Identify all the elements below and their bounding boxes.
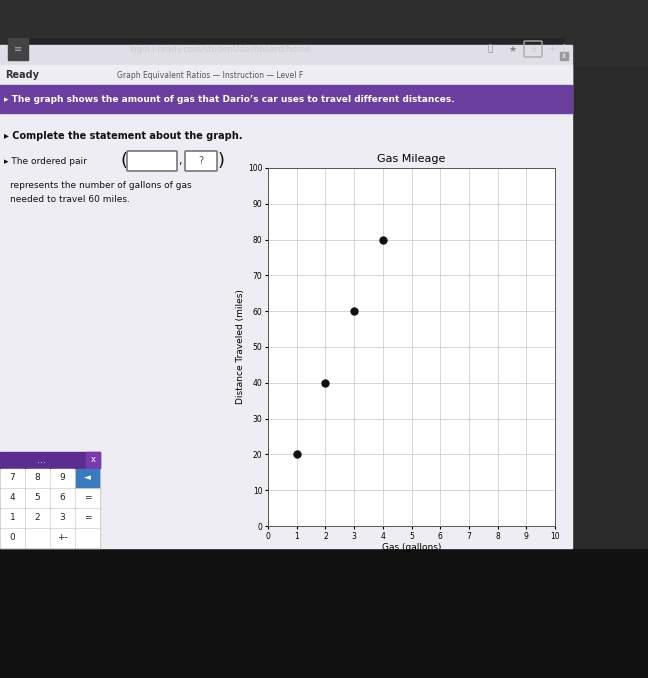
Text: ≡: ≡ <box>14 44 22 54</box>
Text: 7: 7 <box>10 473 16 483</box>
Text: needed to travel 60 miles.: needed to travel 60 miles. <box>10 195 130 204</box>
Text: 6: 6 <box>60 494 65 502</box>
Text: 8: 8 <box>34 473 40 483</box>
Bar <box>86 452 100 468</box>
Text: represents the number of gallons of gas: represents the number of gallons of gas <box>10 181 192 190</box>
Bar <box>76 489 99 507</box>
Title: Gas Mileage: Gas Mileage <box>377 155 446 165</box>
Text: login.i-ready.com/student/dashboard/home: login.i-ready.com/student/dashboard/home <box>130 45 310 54</box>
Point <box>349 306 359 317</box>
Bar <box>560 52 568 60</box>
Text: 2: 2 <box>35 513 40 523</box>
Text: ?: ? <box>198 156 203 166</box>
Text: +-: +- <box>57 534 68 542</box>
Bar <box>0 548 648 678</box>
Text: ▸ The ordered pair: ▸ The ordered pair <box>4 157 87 165</box>
Bar <box>26 489 49 507</box>
Point <box>292 449 302 460</box>
Point <box>378 234 388 245</box>
Text: 1: 1 <box>10 513 16 523</box>
Text: ★: ★ <box>508 45 516 54</box>
Bar <box>76 469 99 487</box>
Bar <box>26 469 49 487</box>
Text: Ready: Ready <box>5 70 39 80</box>
Bar <box>76 509 99 527</box>
Text: 0: 0 <box>10 534 16 542</box>
Bar <box>51 529 74 547</box>
Bar <box>1 469 24 487</box>
Text: Graph Equivalent Ratios — Instruction — Level F: Graph Equivalent Ratios — Instruction — … <box>117 71 303 79</box>
Text: x: x <box>562 53 566 59</box>
Text: 4: 4 <box>10 494 16 502</box>
Text: (: ( <box>120 152 127 170</box>
Text: ▸ The graph shows the amount of gas that Dario’s car uses to travel different di: ▸ The graph shows the amount of gas that… <box>4 94 455 104</box>
Bar <box>0 65 572 85</box>
Text: ,: , <box>178 156 181 166</box>
Bar <box>51 509 74 527</box>
Text: ⋮: ⋮ <box>558 43 570 56</box>
Bar <box>8 38 564 60</box>
Text: ): ) <box>218 152 225 170</box>
Text: ▸ Complete the statement about the graph.: ▸ Complete the statement about the graph… <box>4 131 242 141</box>
Bar <box>26 509 49 527</box>
Bar <box>8 38 28 60</box>
X-axis label: Gas (gallons): Gas (gallons) <box>382 543 441 553</box>
Bar <box>51 469 74 487</box>
Bar <box>0 85 572 113</box>
Bar <box>0 45 572 65</box>
FancyBboxPatch shape <box>127 151 177 171</box>
Bar <box>1 509 24 527</box>
Point <box>320 378 330 388</box>
Text: +: + <box>548 44 557 54</box>
Y-axis label: Distance Traveled (miles): Distance Traveled (miles) <box>236 290 245 405</box>
Text: x: x <box>91 456 95 464</box>
Bar <box>572 65 648 548</box>
Text: 3: 3 <box>530 45 536 54</box>
Text: =: = <box>84 494 91 502</box>
Text: 9: 9 <box>60 473 65 483</box>
Text: =: = <box>84 513 91 523</box>
Text: 5: 5 <box>34 494 40 502</box>
Bar <box>1 529 24 547</box>
Text: ...: ... <box>38 455 47 465</box>
Bar <box>1 489 24 507</box>
Bar <box>51 489 74 507</box>
Bar <box>76 529 99 547</box>
Bar <box>0 0 648 65</box>
Text: 🔍: 🔍 <box>487 45 492 54</box>
Bar <box>0 65 572 548</box>
Bar <box>0 468 100 548</box>
Bar <box>26 529 49 547</box>
FancyBboxPatch shape <box>185 151 217 171</box>
Text: 3: 3 <box>60 513 65 523</box>
Text: ◄: ◄ <box>84 473 91 483</box>
Bar <box>0 452 100 468</box>
